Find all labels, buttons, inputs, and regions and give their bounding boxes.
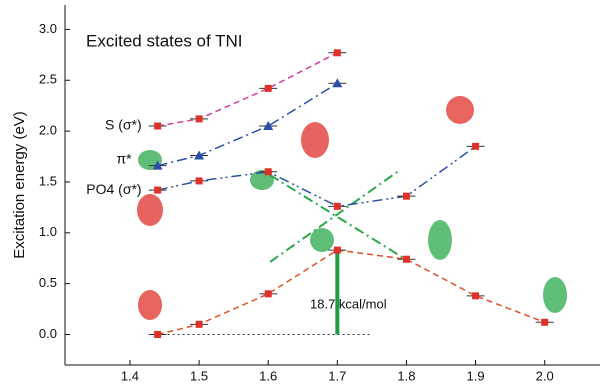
chart: Excited states of TNI Excitation energy …	[0, 0, 604, 383]
marker	[334, 203, 341, 210]
x-tick-label: 2.0	[536, 368, 554, 383]
marker	[265, 85, 272, 92]
marker	[196, 177, 203, 184]
y-tick-label: 0.5	[39, 275, 57, 290]
x-tick-label: 1.9	[467, 368, 485, 383]
marker	[154, 123, 161, 130]
marker	[472, 143, 479, 150]
x-tick-label: 1.4	[121, 368, 139, 383]
chart-title: Excited states of TNI	[86, 31, 243, 50]
marker	[403, 256, 410, 263]
x-tick-label: 1.7	[328, 368, 346, 383]
series-label: π*	[117, 150, 133, 166]
y-tick-label: 2.5	[39, 72, 57, 87]
series-label: S (σ*)	[105, 117, 142, 133]
marker	[472, 292, 479, 299]
y-tick-label: 2.0	[39, 123, 57, 138]
marker	[265, 290, 272, 297]
marker	[334, 247, 341, 254]
marker	[541, 319, 548, 326]
x-tick-label: 1.8	[397, 368, 415, 383]
marker	[196, 321, 203, 328]
x-tick-label: 1.6	[259, 368, 277, 383]
annotation: 18.7 kcal/mol	[310, 296, 387, 311]
y-tick-label: 3.0	[39, 21, 57, 36]
marker	[265, 168, 272, 175]
marker	[403, 193, 410, 200]
marker	[154, 331, 161, 338]
y-tick-label: 1.0	[39, 224, 57, 239]
y-tick-label: 1.5	[39, 173, 57, 188]
marker	[154, 187, 161, 194]
x-tick-label: 1.5	[190, 368, 208, 383]
y-axis-label: Excitation energy (eV)	[11, 111, 28, 259]
marker	[196, 115, 203, 122]
y-tick-label: 0.0	[39, 326, 57, 341]
marker	[334, 49, 341, 56]
series-label: PO4 (σ*)	[86, 181, 141, 197]
